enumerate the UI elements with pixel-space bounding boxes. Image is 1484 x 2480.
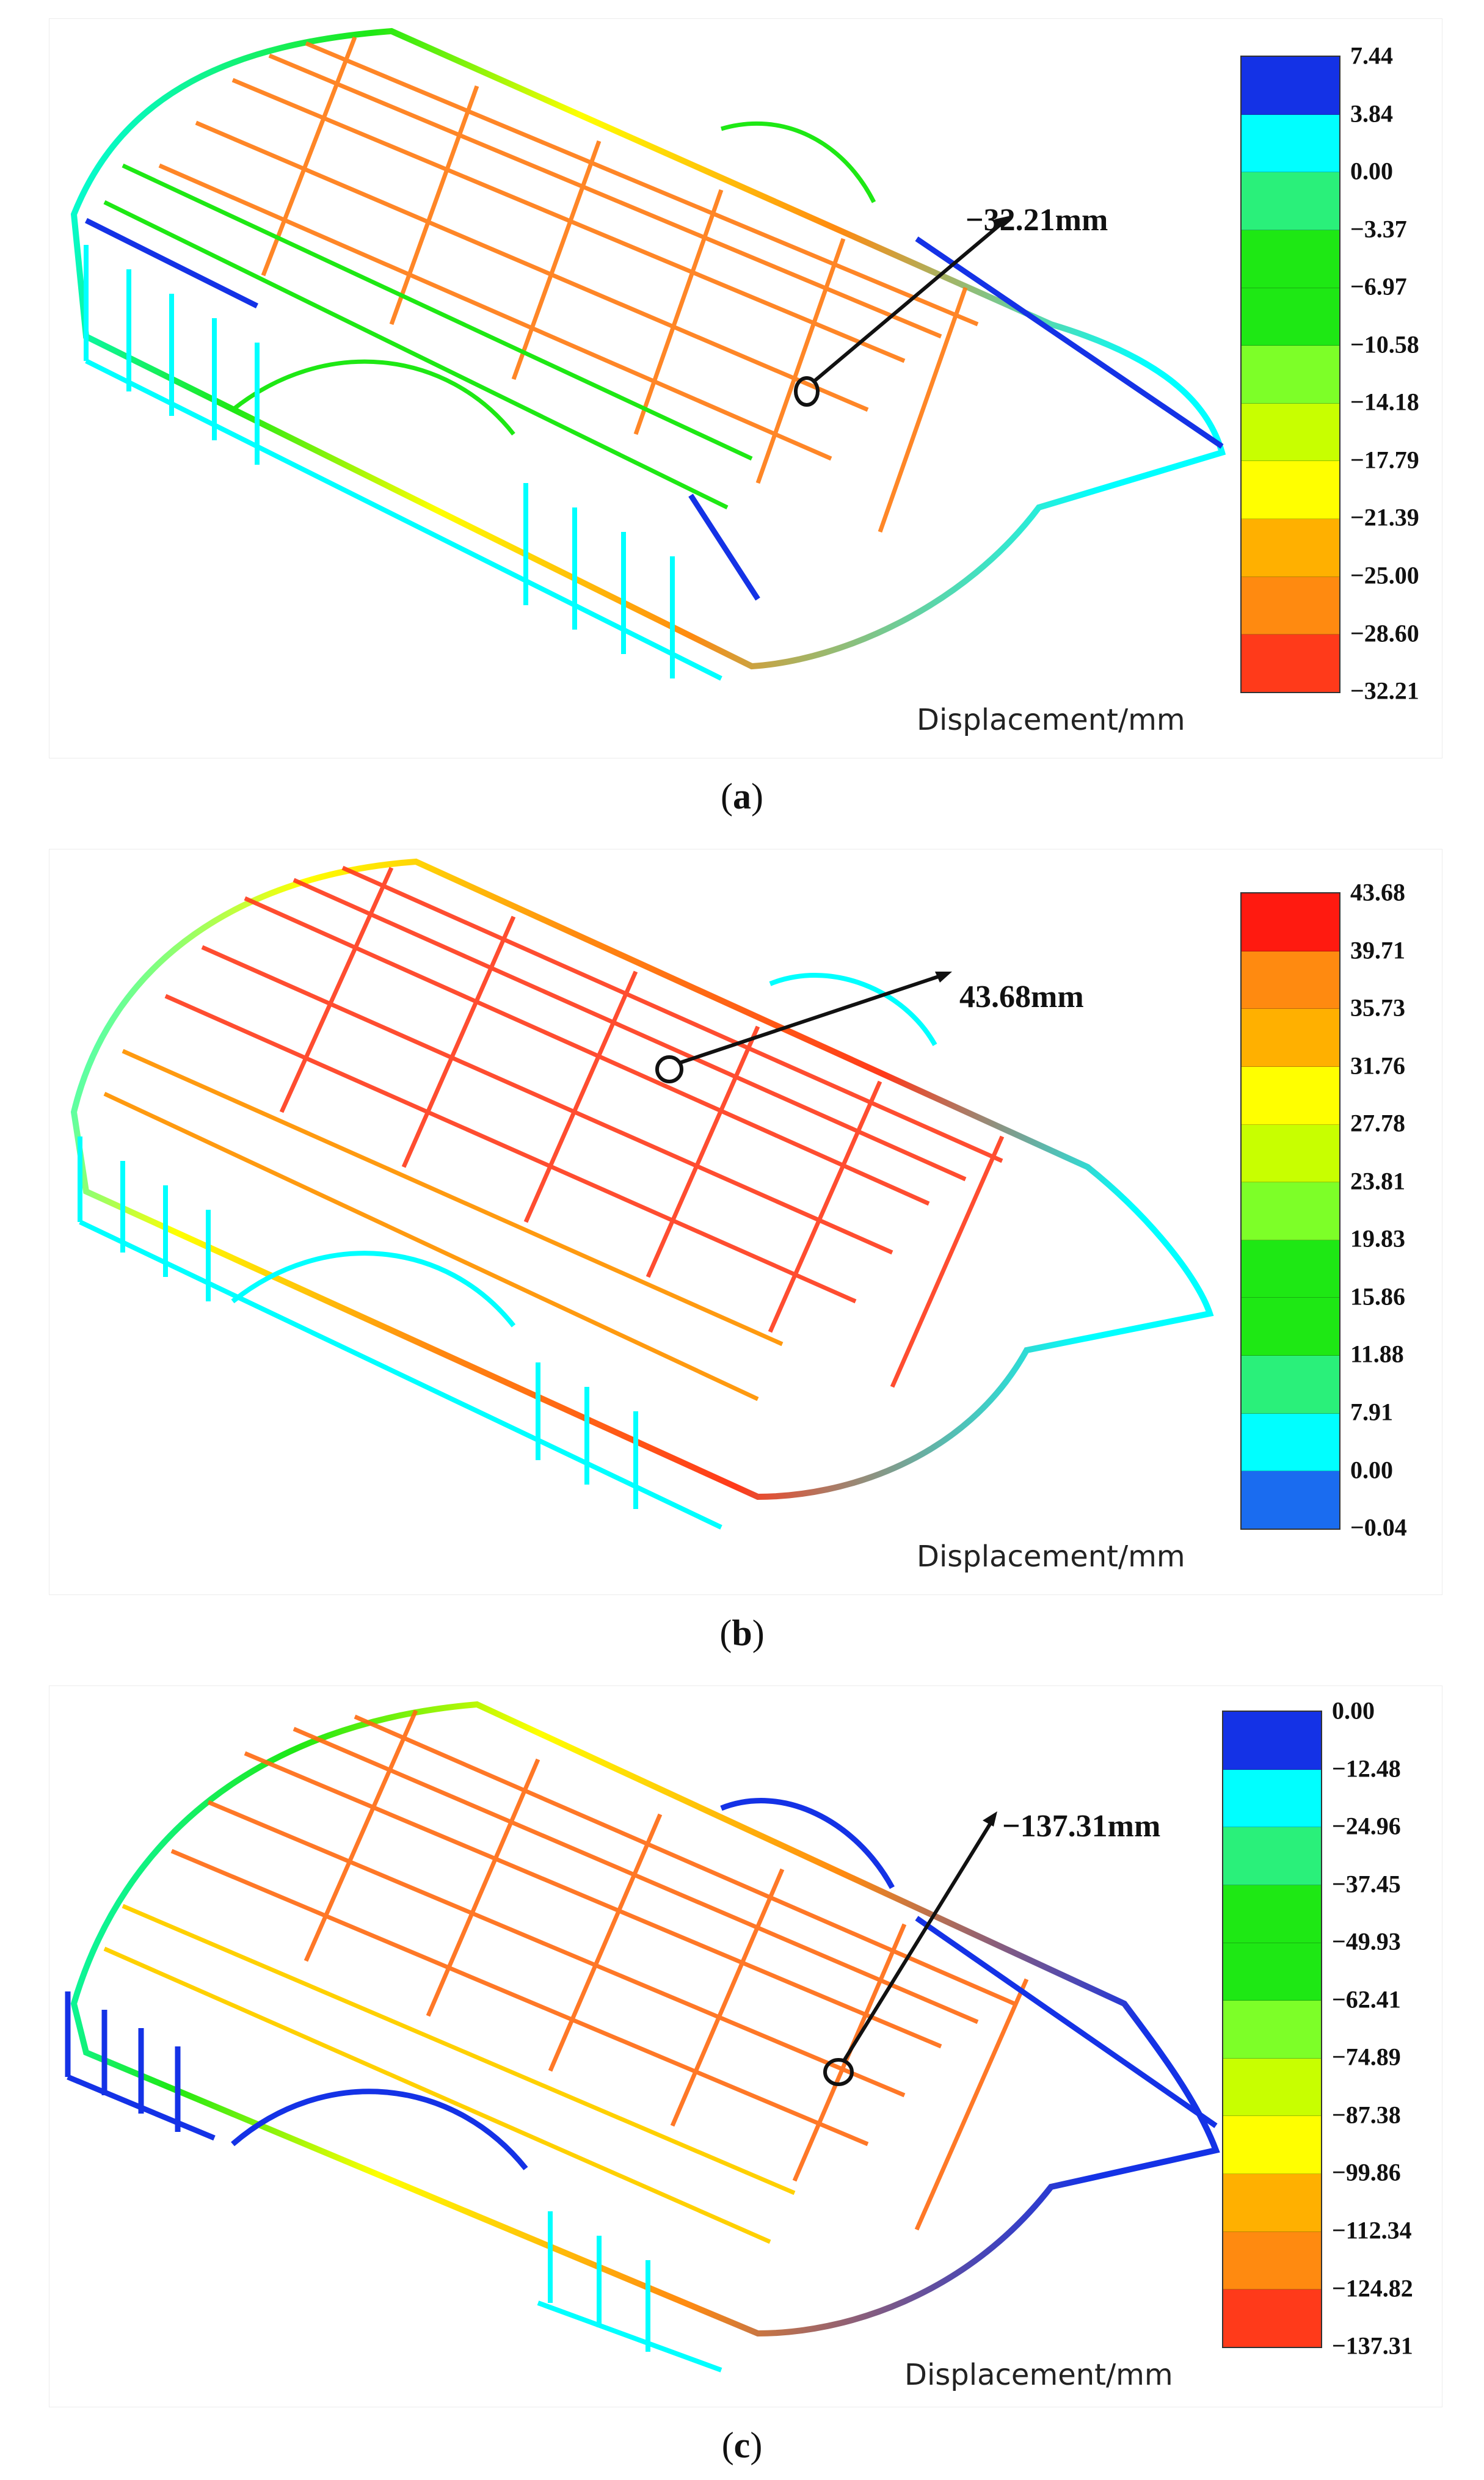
legend-swatch [1242,635,1339,693]
legend-swatch [1242,1298,1339,1356]
legend-unit-label: Displacement/mm [917,703,1185,737]
legend-level: −12.48 [1332,1755,1401,1782]
legend-swatch [1242,346,1339,404]
legend-level: 7.44 [1350,42,1393,70]
legend-level: −37.45 [1332,1870,1401,1898]
legend-level: 7.91 [1350,1398,1393,1426]
legend-level: 43.68 [1350,878,1405,906]
caption-letter-a: a [733,776,751,816]
caption-letter-c: c [733,2425,751,2465]
legend-unit-label: Displacement/mm [904,2358,1173,2392]
legend-swatch [1223,1769,1321,1828]
legend-swatch [1223,2289,1321,2347]
structure-model-b [70,858,1214,1530]
legend-level: −0.04 [1350,1513,1407,1541]
legend-level: 0.00 [1350,157,1393,185]
legend-swatch [1242,172,1339,230]
legend-level: 15.86 [1350,1282,1405,1311]
structure-model-c [65,1701,1220,2373]
legend-swatch [1223,2174,1321,2232]
legend-swatch [1242,1471,1339,1529]
legend-swatch [1242,893,1339,951]
legend-level: −17.79 [1350,446,1419,474]
legend-level: −24.96 [1332,1812,1401,1840]
legend-level: −112.34 [1332,2216,1412,2244]
legend-level: −62.41 [1332,1985,1401,2013]
callout-max-c: −137.31mm [1002,1809,1161,1844]
legend-level: −14.18 [1350,388,1419,416]
legend-level: 19.83 [1350,1224,1405,1253]
legend-level: 31.76 [1350,1052,1405,1080]
caption-a: (a) [721,776,763,816]
structure-model-a [70,27,1226,681]
legend-level: −10.58 [1350,330,1419,358]
legend-swatch [1242,461,1339,520]
legend-swatch [1223,1827,1321,1885]
legend-swatch [1223,2058,1321,2117]
legend-level: −74.89 [1332,2043,1401,2071]
legend-level: 39.71 [1350,936,1405,964]
color-legend-b [1240,892,1340,1530]
legend-level: −25.00 [1350,561,1419,589]
legend-swatch [1242,519,1339,577]
legend-swatch [1223,2116,1321,2175]
legend-level: −21.39 [1350,503,1419,531]
legend-swatch [1223,1885,1321,1943]
panel-b: 43.68mm 43.68 39.71 35.73 31.76 27.78 23… [49,849,1442,1595]
caption-letter-b: b [732,1613,752,1653]
legend-level: 0.00 [1350,1456,1393,1483]
legend-swatch [1242,1124,1339,1183]
legend-swatch [1242,1356,1339,1414]
legend-swatch [1242,951,1339,1009]
legend-level: 35.73 [1350,994,1405,1022]
legend-level: 0.00 [1332,1696,1375,1725]
legend-level: −3.37 [1350,215,1407,243]
legend-level: −87.38 [1332,2101,1401,2129]
legend-swatch [1223,2231,1321,2290]
panel-c: −137.31mm 0.00 −12.48 −24.96 −37.45 −49.… [49,1685,1442,2407]
legend-swatch [1242,114,1339,173]
legend-swatch [1242,288,1339,346]
legend-swatch [1242,576,1339,635]
legend-swatch [1223,1943,1321,2001]
legend-swatch [1242,1182,1339,1240]
color-legend-a [1240,56,1340,693]
legend-swatch [1242,403,1339,462]
caption-b: (b) [719,1613,765,1653]
callout-max-b: 43.68mm [959,980,1084,1014]
color-legend-c [1222,1711,1322,2348]
legend-level: −137.31 [1332,2332,1413,2360]
legend-swatch [1242,1066,1339,1125]
callout-max-a: −32.21mm [966,203,1108,238]
legend-level: 23.81 [1350,1167,1405,1195]
caption-c: (c) [721,2425,763,2465]
legend-level: −32.21 [1350,677,1419,705]
legend-swatch [1242,1009,1339,1067]
legend-level: −99.86 [1332,2158,1401,2186]
legend-swatch [1242,1240,1339,1298]
legend-swatch [1242,57,1339,115]
legend-level: 3.84 [1350,100,1393,127]
legend-swatch [1223,2001,1321,2059]
legend-swatch [1242,1413,1339,1472]
legend-level: −6.97 [1350,272,1407,300]
panel-a: −32.21mm 7.44 3.84 0.00 −3.37 −6.97 −10.… [49,18,1442,758]
legend-unit-label: Displacement/mm [917,1540,1185,1574]
legend-level: −124.82 [1332,2274,1413,2302]
legend-swatch [1223,1712,1321,1770]
legend-level: −28.60 [1350,619,1419,647]
legend-swatch [1242,230,1339,288]
legend-level: −49.93 [1332,1927,1401,1955]
legend-level: 27.78 [1350,1109,1405,1137]
legend-level: 11.88 [1350,1340,1404,1368]
